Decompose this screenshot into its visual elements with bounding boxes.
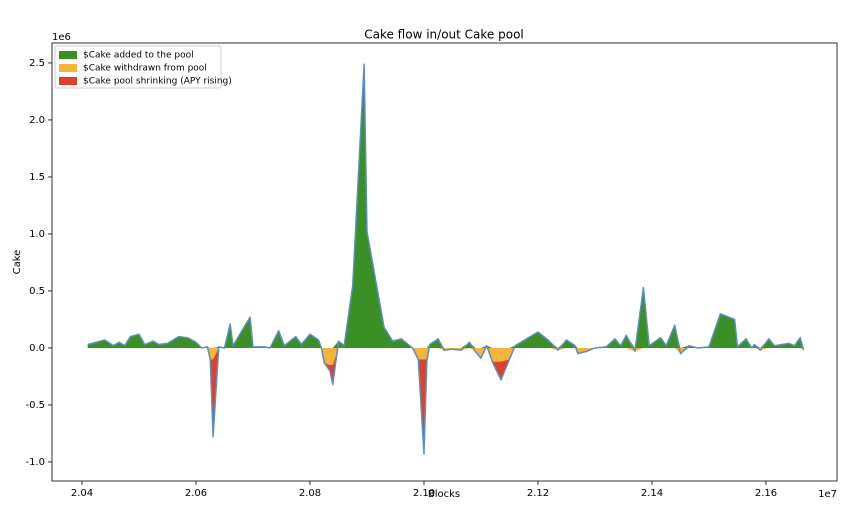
legend-label: $Cake pool shrinking (APY rising): [83, 77, 232, 87]
plot-frame: [51, 42, 838, 482]
legend-swatch: [59, 77, 77, 85]
y-tick-label: 2.5: [29, 58, 45, 69]
y-tick-label: -1.0: [25, 457, 45, 468]
legend-swatch: [59, 64, 77, 72]
x-tick-label: 2.14: [641, 488, 663, 499]
y-tick-label: 1.0: [29, 229, 45, 240]
chart-title: Cake flow in/out Cake pool: [364, 28, 524, 42]
x-offset-label: 1e7: [818, 489, 837, 500]
x-tick-label: 2.08: [299, 488, 321, 499]
x-tick-label: 2.16: [755, 488, 777, 499]
x-tick-label: 2.10: [413, 488, 435, 499]
y-tick-label: 2.0: [29, 115, 45, 126]
x-tick-label: 2.12: [527, 488, 549, 499]
x-axis-label: Blocks: [428, 489, 460, 500]
legend-label: $Cake added to the pool: [83, 51, 194, 61]
y-axis-label: Cake: [12, 250, 23, 275]
legend-box: [54, 45, 222, 89]
x-tick-label: 2.06: [185, 488, 207, 499]
x-tick-label: 2.04: [71, 488, 93, 499]
y-tick-label: 0.5: [29, 286, 45, 297]
area-added: [87, 64, 804, 348]
y-tick-label: 0.0: [29, 343, 45, 354]
y-offset-label: 1e6: [52, 32, 71, 43]
y-tick-label: -0.5: [25, 400, 45, 411]
legend-label: $Cake withdrawn from pool: [83, 64, 207, 74]
legend-swatch: [59, 51, 77, 59]
y-tick-label: 1.5: [29, 172, 45, 183]
flow-line: [87, 63, 805, 455]
